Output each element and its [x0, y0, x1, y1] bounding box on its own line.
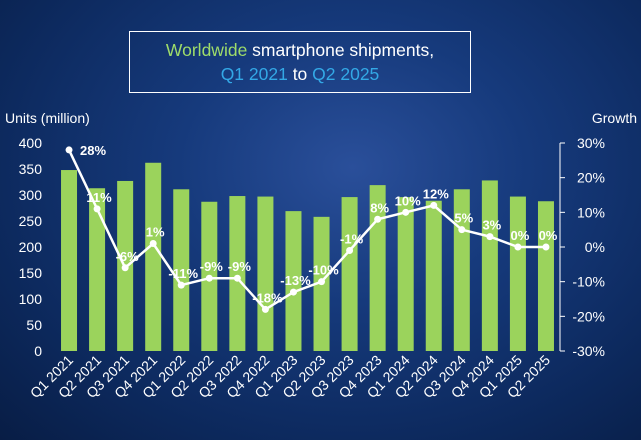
y-left-tick-label: 0: [34, 343, 42, 359]
growth-point: [261, 305, 269, 313]
bar: [341, 197, 358, 351]
y-axis-right-title: Growth: [592, 110, 637, 126]
growth-data-label: -10%: [308, 263, 339, 278]
growth-data-label: 5%: [454, 211, 473, 226]
y-left-tick-label: 300: [19, 187, 43, 203]
title-to: to: [287, 64, 313, 84]
bar: [89, 188, 106, 351]
growth-data-label: 12%: [423, 186, 449, 201]
bar: [369, 185, 386, 351]
y-right-tick-label: 10%: [577, 204, 605, 220]
growth-data-label: 11%: [86, 190, 112, 205]
growth-data-label: 0%: [511, 228, 530, 243]
y-left-tick-label: 100: [19, 291, 43, 307]
growth-data-label: -13%: [280, 273, 311, 288]
y-axis-left: 0 50 100 150 200 250 300 350 400: [19, 135, 43, 359]
growth-data-label: 10%: [395, 193, 421, 208]
bar: [397, 197, 414, 351]
title-worldwide: Worldwide: [165, 40, 248, 60]
growth-point: [402, 208, 410, 216]
y-right-tick-label: -20%: [572, 308, 605, 324]
growth-point: [430, 201, 438, 209]
growth-point: [374, 215, 382, 223]
growth-point: [65, 146, 73, 154]
y-axis-right: -30% -20% -10% 0% 10% 20% 30%: [560, 135, 605, 359]
growth-point: [205, 274, 213, 282]
y-right-tick-label: 0%: [585, 239, 605, 255]
growth-points: [65, 146, 550, 313]
growth-point: [233, 274, 241, 282]
y-left-tick-label: 200: [19, 239, 43, 255]
growth-data-label: -18%: [252, 290, 283, 305]
y-right-tick-label: 20%: [577, 170, 605, 186]
chart-title: Worldwide smartphone shipments, Q1 2021 …: [129, 31, 471, 93]
growth-data-label: -9%: [228, 259, 252, 274]
bar-series: [61, 162, 554, 351]
growth-data-label: -9%: [200, 259, 224, 274]
growth-point: [542, 243, 550, 251]
y-right-tick-label: -10%: [572, 274, 605, 290]
bar: [425, 200, 442, 351]
growth-data-label: 28%: [80, 143, 106, 158]
growth-point: [458, 226, 466, 234]
bar: [145, 162, 162, 351]
growth-point: [486, 233, 494, 241]
bar: [61, 170, 78, 351]
growth-data-label: 1%: [146, 225, 165, 240]
y-left-tick-label: 250: [19, 213, 43, 229]
growth-point: [514, 243, 522, 251]
y-left-tick-label: 50: [26, 317, 42, 333]
growth-point: [346, 246, 354, 254]
y-right-tick-label: 30%: [577, 135, 605, 151]
title-smartphone-shipments: smartphone shipments,: [247, 40, 435, 60]
growth-data-label: -6%: [116, 249, 140, 264]
growth-point: [318, 278, 326, 286]
bar: [257, 196, 274, 351]
growth-point: [93, 205, 101, 213]
bar: [229, 196, 246, 351]
bar: [285, 211, 302, 351]
y-left-tick-label: 400: [19, 135, 43, 151]
growth-data-label: 3%: [482, 218, 501, 233]
growth-point: [121, 264, 129, 272]
growth-data-label: 8%: [370, 200, 389, 215]
title-end-period: Q2 2025: [312, 64, 380, 84]
bar: [537, 201, 554, 351]
bar: [481, 180, 498, 351]
y-left-tick-label: 150: [19, 265, 43, 281]
bar: [509, 196, 526, 351]
y-left-tick-label: 350: [19, 161, 43, 177]
growth-data-labels: 28%11%-6%1%-11% -9% -9%-18%-13%-10%-1%8% 10…: [80, 143, 558, 305]
growth-data-label: -11%: [168, 266, 198, 281]
y-right-tick-label: -30%: [572, 343, 605, 359]
growth-point: [177, 281, 185, 289]
growth-point: [289, 288, 297, 296]
growth-point: [149, 240, 157, 248]
growth-data-label: -1%: [340, 231, 364, 246]
y-axis-left-title: Units (million): [5, 110, 90, 126]
growth-line: [67, 149, 546, 312]
title-start-period: Q1 2021: [220, 64, 288, 84]
bar: [173, 189, 190, 351]
growth-data-label: 0%: [539, 228, 558, 243]
